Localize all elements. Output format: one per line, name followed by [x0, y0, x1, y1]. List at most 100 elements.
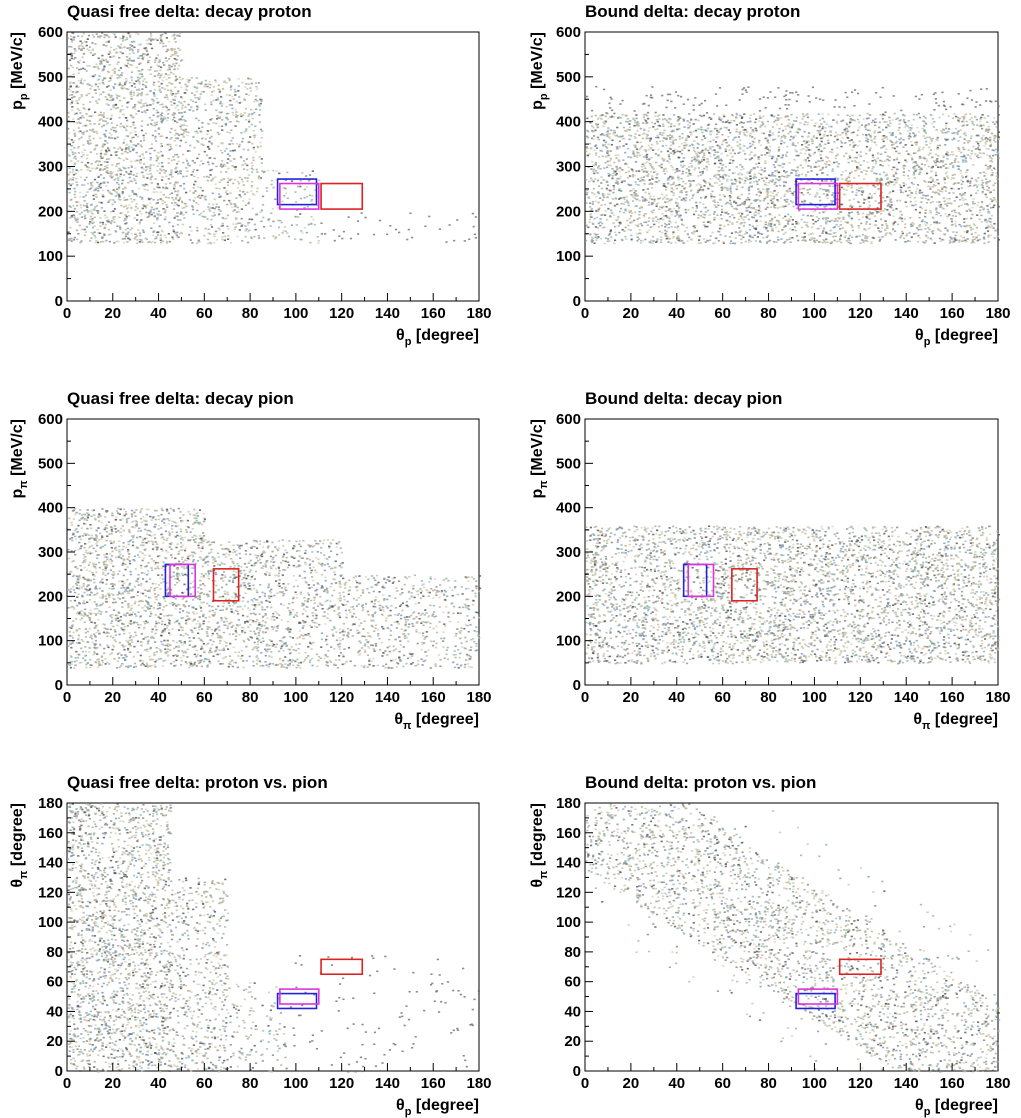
y-tick-label: 300: [38, 159, 63, 176]
x-tick-label: 120: [329, 1075, 354, 1092]
x-axis-title: θp [degree]: [396, 327, 479, 348]
chart-panel-3: 0 20 40 60 80 100 120 140 160 1800100200300400500…: [9, 389, 492, 732]
y-tick-label: 500: [38, 455, 63, 472]
x-tick-label: 140: [375, 689, 400, 706]
x-tick-label: 0: [581, 305, 589, 322]
y-tick-label: 60: [564, 974, 581, 991]
y-tick-label: 180: [556, 795, 581, 812]
x-tick-label: 120: [848, 1075, 873, 1092]
y-axis-title: θπ [degree]: [9, 803, 30, 888]
x-tick-label: 180: [466, 1075, 491, 1092]
x-tick-label: 160: [421, 305, 446, 322]
y-tick-label: 300: [556, 159, 581, 176]
chart-panel-6: 0 20 40 60 80 100 120 140 160 1800204060801001201…: [529, 773, 1011, 1118]
x-tick-label: 140: [894, 305, 919, 322]
y-tick-label: 200: [556, 588, 581, 605]
x-tick-label: 120: [329, 305, 354, 322]
y-tick-label: 100: [556, 914, 581, 931]
x-axis-title: θp [degree]: [915, 1097, 998, 1118]
y-tick-label: 0: [55, 1063, 63, 1080]
chart-title: Bound delta: decay proton: [585, 2, 800, 21]
x-tick-label: 180: [985, 305, 1010, 322]
y-tick-label: 60: [46, 974, 63, 991]
x-tick-label: 180: [985, 689, 1010, 706]
x-tick-label: 160: [421, 689, 446, 706]
chart-panel-5: 0 20 40 60 80 100 120 140 160 1800204060801001201…: [9, 773, 492, 1118]
y-tick-label: 80: [46, 944, 63, 961]
x-tick-label: 140: [894, 689, 919, 706]
y-tick-label: 600: [38, 24, 63, 41]
y-tick-label: 600: [556, 411, 581, 428]
x-tick-label: 60: [196, 1075, 213, 1092]
x-tick-label: 100: [802, 305, 827, 322]
chart-title: Bound delta: decay pion: [585, 389, 782, 408]
x-tick-label: 40: [668, 689, 685, 706]
x-tick-label: 120: [848, 689, 873, 706]
chart-title: Quasi free delta: decay proton: [67, 2, 312, 21]
x-tick-label: 120: [848, 305, 873, 322]
x-tick-label: 20: [104, 1075, 121, 1092]
x-tick-label: 160: [940, 1075, 965, 1092]
x-tick-label: 120: [329, 689, 354, 706]
plot-frame: [67, 803, 479, 1071]
chart-panel-2: 0 20 40 60 80 100 120 140 160 1800100200300400500…: [529, 2, 1011, 348]
x-tick-label: 80: [760, 305, 777, 322]
y-tick-label: 400: [556, 114, 581, 131]
y-tick-label: 160: [556, 825, 581, 842]
x-tick-label: 100: [283, 689, 308, 706]
x-tick-label: 100: [802, 689, 827, 706]
y-tick-label: 500: [38, 69, 63, 86]
y-tick-label: 0: [573, 677, 581, 694]
y-axis-title: pπ [MeV/c]: [529, 419, 550, 499]
x-tick-label: 160: [940, 689, 965, 706]
x-tick-label: 140: [375, 305, 400, 322]
x-axis-title: θπ [degree]: [913, 711, 998, 732]
x-tick-label: 180: [466, 689, 491, 706]
chart-title: Bound delta: proton vs. pion: [585, 773, 816, 792]
x-tick-label: 20: [623, 305, 640, 322]
plot-frame: [67, 32, 479, 301]
x-tick-label: 40: [150, 689, 167, 706]
x-tick-label: 40: [668, 1075, 685, 1092]
y-tick-label: 0: [573, 293, 581, 310]
x-tick-label: 140: [894, 1075, 919, 1092]
x-tick-label: 80: [760, 1075, 777, 1092]
y-tick-label: 40: [46, 1003, 63, 1020]
x-tick-label: 0: [581, 689, 589, 706]
y-tick-label: 100: [556, 633, 581, 650]
x-tick-label: 80: [242, 689, 259, 706]
y-tick-label: 300: [556, 544, 581, 561]
x-tick-label: 80: [760, 689, 777, 706]
x-tick-label: 100: [283, 305, 308, 322]
x-tick-label: 140: [375, 1075, 400, 1092]
y-tick-label: 0: [55, 293, 63, 310]
y-tick-label: 500: [556, 69, 581, 86]
x-tick-label: 40: [150, 305, 167, 322]
y-tick-label: 80: [564, 944, 581, 961]
x-tick-label: 20: [623, 1075, 640, 1092]
x-tick-label: 60: [714, 1075, 731, 1092]
x-tick-label: 0: [581, 1075, 589, 1092]
x-axis-title: θπ [degree]: [394, 711, 479, 732]
x-tick-label: 0: [63, 1075, 71, 1092]
y-tick-label: 400: [556, 500, 581, 517]
y-tick-label: 200: [556, 203, 581, 220]
chart-title: Quasi free delta: proton vs. pion: [67, 773, 328, 792]
x-tick-label: 80: [242, 305, 259, 322]
x-tick-label: 20: [104, 689, 121, 706]
x-tick-label: 160: [421, 1075, 446, 1092]
y-tick-label: 200: [38, 203, 63, 220]
x-tick-label: 180: [985, 1075, 1010, 1092]
y-tick-label: 100: [38, 633, 63, 650]
y-tick-label: 100: [556, 248, 581, 265]
y-tick-label: 20: [564, 1033, 581, 1050]
y-tick-label: 400: [38, 500, 63, 517]
y-tick-label: 500: [556, 455, 581, 472]
y-tick-label: 140: [38, 855, 63, 872]
y-tick-label: 120: [38, 884, 63, 901]
y-axis-title: θπ [degree]: [529, 803, 550, 888]
x-axis-title: θp [degree]: [915, 327, 998, 348]
y-axis-title: pp [MeV/c]: [529, 32, 550, 110]
x-tick-label: 180: [466, 305, 491, 322]
